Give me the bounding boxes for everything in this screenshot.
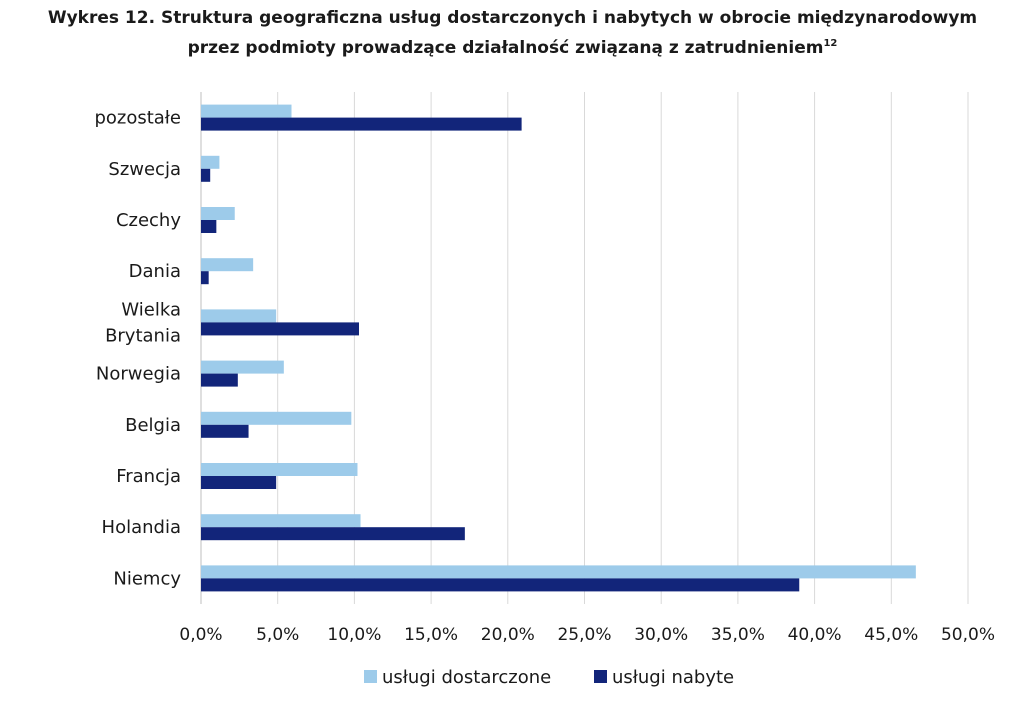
bar-nabyte — [201, 476, 277, 489]
bar-dostarczone — [201, 411, 352, 425]
x-tick-label: 0,0% — [179, 625, 222, 645]
x-tick-label: 15,0% — [404, 625, 458, 645]
bar-nabyte — [201, 117, 522, 131]
bar-dostarczone — [201, 155, 220, 169]
legend-swatch — [594, 670, 607, 683]
bar-dostarczone — [201, 565, 916, 579]
bar-nabyte — [201, 220, 217, 233]
bar-dostarczone — [201, 463, 358, 476]
bar-dostarczone — [201, 207, 235, 220]
legend-label: usługi nabyte — [612, 667, 734, 688]
bar-dostarczone — [201, 360, 284, 374]
bar-dostarczone — [201, 309, 277, 323]
category-label: Belgia — [125, 415, 181, 436]
legend-label: usługi dostarczone — [382, 667, 551, 688]
bar-dostarczone — [201, 104, 292, 118]
bar-nabyte — [201, 424, 249, 438]
x-tick-label: 10,0% — [327, 625, 381, 645]
category-label: Niemcy — [113, 568, 181, 589]
x-tick-label: 5,0% — [256, 625, 299, 645]
x-tick-label: 20,0% — [481, 625, 535, 645]
x-tick-label: 30,0% — [634, 625, 688, 645]
bar-nabyte — [201, 373, 238, 387]
bar-nabyte — [201, 527, 465, 541]
bar-dostarczone — [201, 514, 361, 528]
chart-title-line-1: Wykres 12. Struktura geograficzna usług … — [47, 8, 978, 28]
category-label: Norwegia — [96, 364, 181, 385]
x-tick-label: 50,0% — [941, 625, 995, 645]
bar-dostarczone — [201, 258, 254, 272]
category-label: pozostałe — [94, 108, 181, 129]
category-label: Holandia — [102, 517, 181, 538]
footnote-ref: 12 — [823, 38, 838, 49]
bar-nabyte — [201, 578, 800, 592]
chart-title: Wykres 12. Struktura geograficzna usług … — [0, 6, 1025, 61]
bar-nabyte — [201, 168, 211, 182]
category-label: Wielka — [121, 299, 181, 320]
legend-swatch — [364, 670, 377, 683]
x-tick-label: 25,0% — [557, 625, 611, 645]
category-label: Dania — [129, 261, 181, 282]
category-label: Szwecja — [108, 159, 181, 180]
bar-nabyte — [201, 322, 360, 336]
category-label: Czechy — [116, 210, 181, 231]
x-tick-label: 35,0% — [711, 625, 765, 645]
bar-nabyte — [201, 271, 209, 285]
category-label: Francja — [116, 466, 181, 487]
chart-title-line-2-text: przez podmioty prowadzące działalność zw… — [187, 38, 824, 58]
chart-title-line-2: przez podmioty prowadzące działalność zw… — [0, 31, 1025, 61]
category-label: Brytania — [105, 325, 181, 346]
x-tick-label: 40,0% — [788, 625, 842, 645]
x-tick-label: 45,0% — [864, 625, 918, 645]
